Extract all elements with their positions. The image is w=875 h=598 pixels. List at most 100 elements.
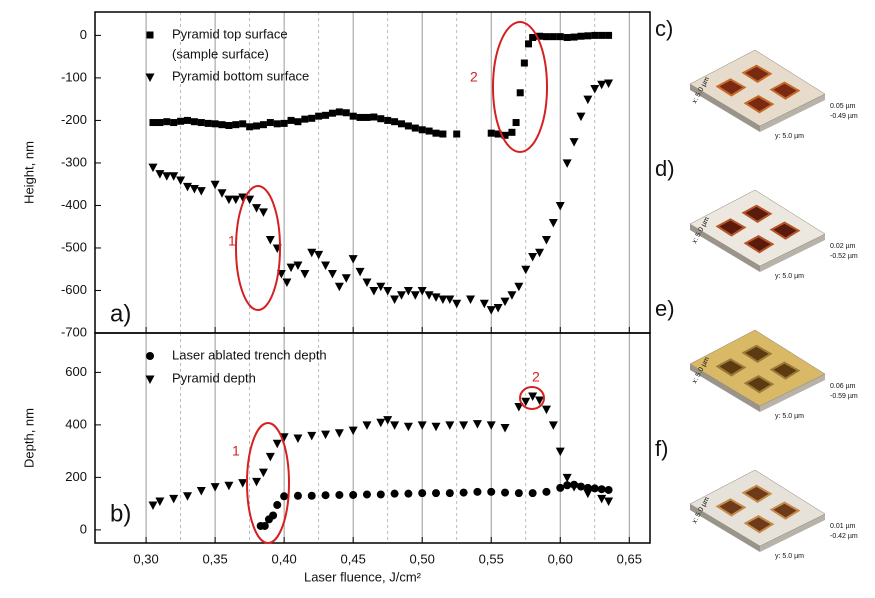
marker (197, 119, 205, 127)
afm-surface (689, 189, 826, 267)
marker (252, 204, 262, 213)
marker (362, 490, 371, 499)
marker (253, 122, 261, 130)
marker (260, 521, 269, 530)
legend-label: Pyramid top surface (172, 26, 288, 41)
marker (286, 263, 296, 273)
marker (520, 59, 528, 67)
marker (376, 282, 386, 292)
marker (190, 118, 198, 126)
marker (204, 119, 212, 127)
plot-frame (94, 332, 651, 544)
marker (376, 418, 386, 428)
marker (156, 119, 164, 127)
marker (514, 489, 523, 498)
marker (501, 131, 509, 139)
marker (555, 201, 565, 211)
marker (541, 235, 551, 245)
marker (315, 112, 323, 120)
legend-label: Pyramid bottom surface (172, 68, 309, 83)
marker (411, 124, 419, 132)
marker (293, 261, 303, 270)
marker (598, 31, 606, 39)
marker (410, 291, 420, 300)
afm-side (760, 514, 825, 552)
marker (521, 265, 531, 275)
marker (183, 492, 192, 501)
afm-pit (743, 235, 775, 254)
marker (335, 490, 344, 499)
marker (417, 421, 427, 430)
marker (525, 40, 533, 48)
marker (293, 491, 302, 500)
y-tick-label: -200 (61, 112, 87, 127)
marker (383, 416, 393, 425)
marker (163, 118, 171, 126)
marker (280, 492, 289, 501)
marker (273, 500, 282, 509)
marker (335, 108, 343, 116)
y-axis-title: Height, nm (21, 141, 36, 204)
x-tick-label: 0,65 (617, 551, 642, 566)
marker (535, 248, 545, 258)
marker (272, 439, 282, 449)
marker (170, 119, 178, 127)
marker (145, 73, 155, 82)
marker (376, 490, 385, 499)
marker (177, 117, 185, 125)
y-tick-label: -100 (61, 69, 87, 84)
marker (528, 392, 538, 401)
marker (218, 121, 226, 129)
marker (224, 195, 234, 205)
y-tick-label: 0 (80, 521, 87, 536)
marker (155, 170, 165, 179)
marker (431, 293, 441, 302)
x-tick-label: 0,35 (202, 551, 227, 566)
marker (528, 489, 537, 498)
afm-side (760, 234, 825, 272)
marker (217, 189, 227, 198)
marker (341, 274, 351, 283)
marker (479, 299, 489, 309)
marker (555, 447, 565, 457)
marker (282, 278, 292, 287)
marker (322, 111, 330, 119)
marker (162, 172, 172, 181)
marker (569, 483, 579, 492)
annotation: 2 (532, 369, 540, 385)
marker (583, 489, 593, 499)
x-tick-label: 0,45 (341, 551, 366, 566)
marker (487, 129, 495, 137)
marker (356, 113, 364, 121)
y-tick-label: 600 (65, 364, 87, 379)
marker (348, 255, 358, 264)
marker (397, 120, 405, 128)
afm-surface (689, 329, 826, 407)
marker (536, 32, 544, 40)
afm-side (690, 224, 760, 272)
marker (301, 115, 309, 123)
marker (307, 491, 316, 500)
marker (300, 269, 310, 279)
marker (238, 193, 248, 202)
marker (390, 295, 400, 304)
marker (334, 429, 344, 438)
marker (418, 489, 427, 498)
marker (548, 218, 558, 228)
marker (542, 33, 550, 41)
marker (210, 483, 220, 492)
afm-z-max: 0.06 µm (830, 383, 856, 390)
marker (349, 112, 357, 120)
afm-pit (741, 344, 773, 363)
marker (252, 477, 262, 487)
marker (562, 159, 572, 168)
marker (418, 126, 426, 134)
marker (245, 195, 255, 205)
marker (259, 121, 267, 129)
afm-pit (769, 361, 801, 380)
x-tick-label: 0,40 (271, 551, 296, 566)
marker (211, 120, 219, 128)
marker (355, 267, 365, 277)
marker (321, 261, 331, 270)
